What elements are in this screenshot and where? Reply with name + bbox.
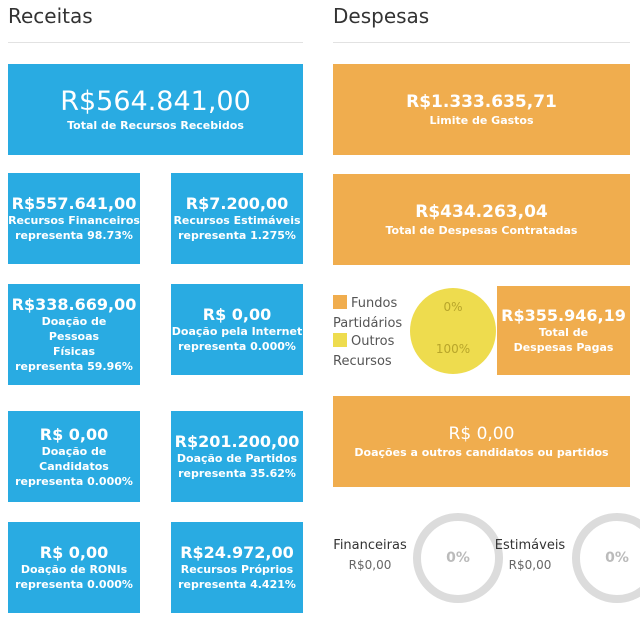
financeiras-value: R$0,00 <box>348 558 392 572</box>
pie-label-fundos: 0% <box>443 300 463 314</box>
card-label: Doação de Partidos <box>176 452 298 465</box>
card-percent: representa 35.62% <box>178 467 296 480</box>
despesas-title: Despesas <box>333 4 430 28</box>
estimaveis-label: Estimáveis <box>494 538 566 553</box>
card-amount: R$24.972,00 <box>180 543 294 562</box>
card-percent: representa 0.000% <box>15 578 133 591</box>
card-amount: R$201.200,00 <box>174 432 300 451</box>
financeiras-ring: 0% <box>413 513 503 603</box>
receitas-title: Receitas <box>8 4 93 28</box>
legend-label: Outros Recursos <box>333 334 395 369</box>
recursos-proprios-card: R$24.972,00 Recursos Próprios representa… <box>171 522 303 613</box>
doacoes-outros-card: R$ 0,00 Doações a outros candidatos ou p… <box>333 396 630 487</box>
despesas-contratadas-amount: R$434.263,04 <box>415 201 548 222</box>
card-percent: representa 1.275% <box>178 229 296 242</box>
despesas-contratadas-label: Total de Despesas Contratadas <box>385 223 578 237</box>
card-percent: representa 0.000% <box>178 340 296 353</box>
total-recebidos-amount: R$564.841,00 <box>60 86 251 117</box>
card-amount: R$557.641,00 <box>11 194 137 213</box>
despesas-pagas-card: R$355.946,19 Total de Despesas Pagas <box>497 286 630 375</box>
limite-gastos-label: Limite de Gastos <box>429 113 534 127</box>
doacao-candidatos-card: R$ 0,00 Doação de Candidatos representa … <box>8 411 140 502</box>
recursos-financeiros-card: R$557.641,00 Recursos Financeiros repres… <box>8 173 140 264</box>
limite-gastos-card: R$1.333.635,71 Limite de Gastos <box>333 64 630 155</box>
legend-label: Fundos Partidários <box>333 296 403 331</box>
card-label: Recursos Estimáveis <box>173 214 301 227</box>
financeiras-label: Financeiras <box>333 538 407 553</box>
card-percent: representa 4.421% <box>178 578 296 591</box>
total-recebidos-card: R$564.841,00 Total de Recursos Recebidos <box>8 64 303 155</box>
legend-swatch-outros <box>333 333 347 347</box>
legend-outros-recursos: Outros Recursos <box>333 332 413 372</box>
legend-fundos-partidarios: Fundos Partidários <box>333 294 413 334</box>
card-amount: R$ 0,00 <box>39 424 109 444</box>
card-label: Doação de RONIs <box>20 563 128 576</box>
despesas-divider <box>333 42 630 43</box>
card-label: Doação pela Internet <box>171 325 303 338</box>
card-amount: R$338.669,00 <box>11 295 137 314</box>
despesas-contratadas-card: R$434.263,04 Total de Despesas Contratad… <box>333 174 630 265</box>
pie-label-outros: 100% <box>435 342 471 356</box>
card-amount: R$ 0,00 <box>39 543 109 562</box>
card-amount: R$7.200,00 <box>185 194 289 213</box>
card-label: Doação de Pessoas Físicas <box>41 315 107 358</box>
total-recebidos-label: Total de Recursos Recebidos <box>67 119 244 132</box>
card-percent: representa 59.96% <box>15 360 133 373</box>
doacao-internet-card: R$ 0,00 Doação pela Internet representa … <box>171 284 303 375</box>
estimaveis-percent: 0% <box>605 550 629 566</box>
estimaveis-ring: 0% <box>572 513 640 603</box>
doacao-ronis-card: R$ 0,00 Doação de RONIs representa 0.000… <box>8 522 140 613</box>
recursos-estimaveis-card: R$7.200,00 Recursos Estimáveis represent… <box>171 173 303 264</box>
card-percent: representa 0.000% <box>15 474 133 488</box>
doacao-pessoas-fisicas-card: R$338.669,00 Doação de Pessoas Físicas r… <box>8 284 140 385</box>
card-amount: R$ 0,00 <box>202 305 272 324</box>
receitas-divider <box>8 42 303 43</box>
doacoes-outros-amount: R$ 0,00 <box>448 423 515 444</box>
financeiras-percent: 0% <box>446 550 470 566</box>
legend-swatch-fundos <box>333 295 347 309</box>
despesas-pagas-label: Total de Despesas Pagas <box>513 326 614 354</box>
doacao-partidos-card: R$201.200,00 Doação de Partidos represen… <box>171 411 303 502</box>
card-label: Doação de Candidatos <box>39 444 109 473</box>
card-label: Recursos Financeiros <box>8 214 140 227</box>
despesas-origem-pie-chart: 0% 100% <box>410 288 496 374</box>
card-percent: representa 98.73% <box>15 229 133 242</box>
estimaveis-value: R$0,00 <box>508 558 552 572</box>
doacoes-outros-label: Doações a outros candidatos ou partidos <box>354 445 609 459</box>
despesas-pagas-amount: R$355.946,19 <box>501 306 626 325</box>
limite-gastos-amount: R$1.333.635,71 <box>406 91 557 112</box>
card-label: Recursos Próprios <box>180 563 294 576</box>
